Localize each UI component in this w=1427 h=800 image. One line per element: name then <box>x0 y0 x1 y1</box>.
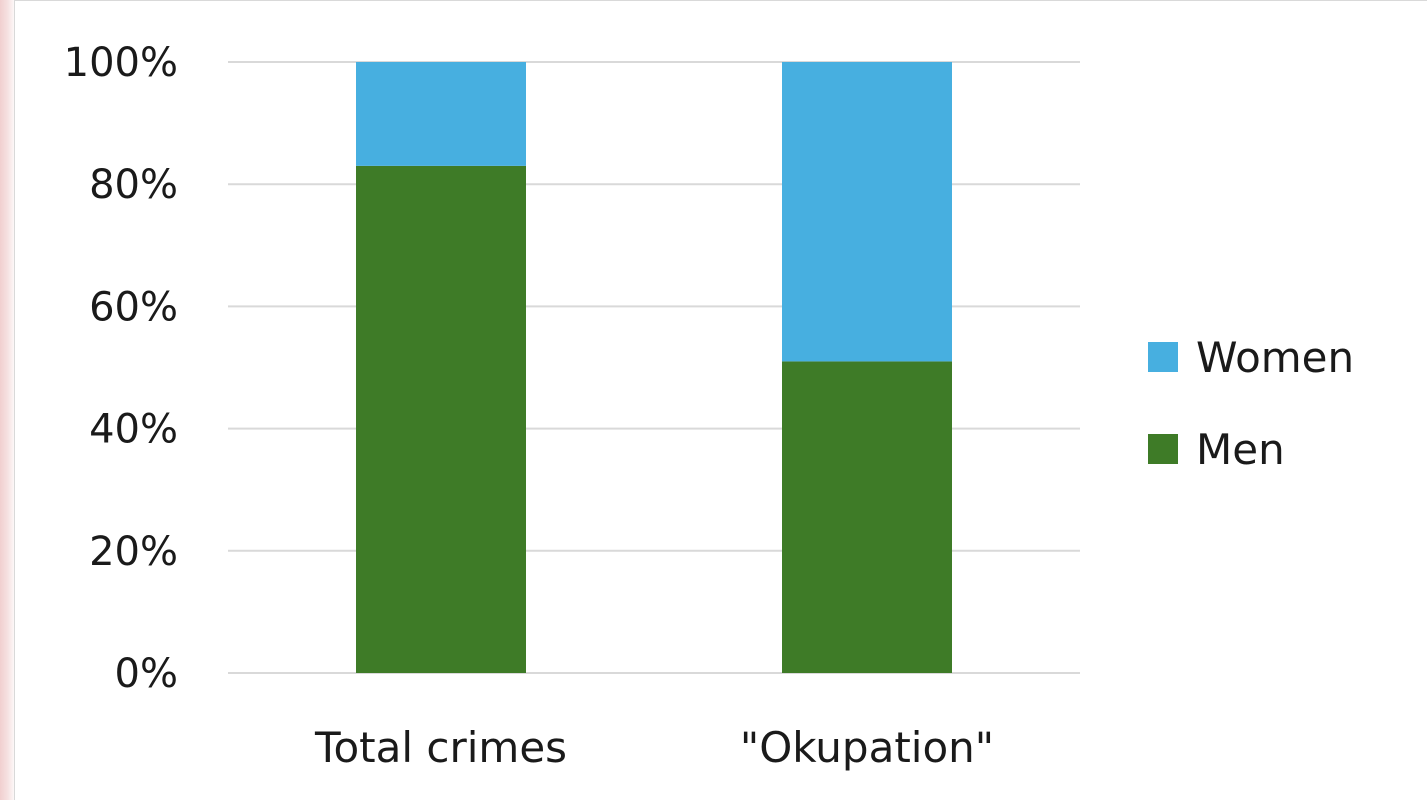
y-tick-label: 80% <box>89 162 178 208</box>
y-tick-label: 60% <box>89 284 178 330</box>
bar-men-1 <box>782 361 952 673</box>
legend-swatch-men <box>1148 434 1178 464</box>
category-label: "Okupation" <box>740 723 994 772</box>
x-axis-categories: Total crimes "Okupation" <box>314 723 994 772</box>
y-axis-ticks: 0% 20% 40% 60% 80% 100% <box>64 40 178 697</box>
y-tick-label: 20% <box>89 529 178 575</box>
bars <box>356 62 952 673</box>
gridlines <box>228 61 1080 674</box>
bar-women-1 <box>782 62 952 362</box>
bar-women-0 <box>356 62 526 166</box>
legend-label-women: Women <box>1196 333 1354 382</box>
legend-label-men: Men <box>1196 425 1285 474</box>
category-label: Total crimes <box>314 723 567 772</box>
y-tick-label: 100% <box>64 40 178 86</box>
legend-swatch-women <box>1148 342 1178 372</box>
y-tick-label: 40% <box>89 407 178 453</box>
legend: Women Men <box>1148 333 1354 474</box>
y-tick-label: 0% <box>115 651 178 697</box>
bar-men-0 <box>356 165 526 673</box>
chart-frame <box>14 0 1427 800</box>
